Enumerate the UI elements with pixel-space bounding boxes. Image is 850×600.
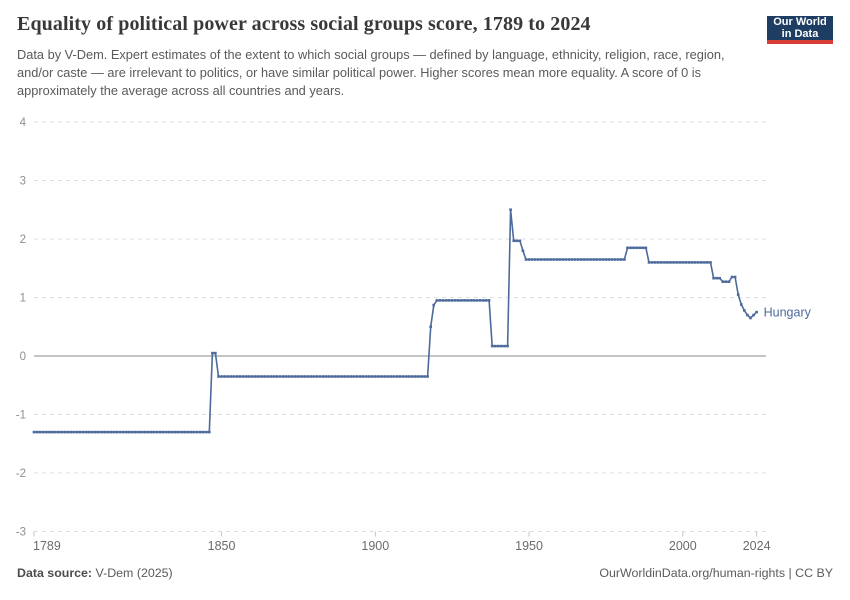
y-axis-tick-label: 1 bbox=[20, 293, 26, 305]
y-axis-tick-label: -2 bbox=[16, 468, 26, 480]
y-axis-tick-label: 2 bbox=[20, 234, 26, 246]
series-line-hungary[interactable] bbox=[33, 209, 758, 433]
y-axis-tick-label: 0 bbox=[20, 351, 26, 363]
x-axis-tick-label: 2000 bbox=[669, 539, 697, 553]
x-axis-tick-label: 1900 bbox=[361, 539, 389, 553]
series-label-hungary[interactable]: Hungary bbox=[764, 306, 812, 320]
logo-line-1: Our World bbox=[773, 15, 827, 28]
chart-subtitle: Data by V-Dem. Expert estimates of the e… bbox=[17, 47, 725, 99]
y-axis-tick-label: 4 bbox=[20, 117, 27, 129]
y-axis-tick-label: 3 bbox=[20, 176, 26, 188]
x-axis-tick-label: 1850 bbox=[208, 539, 236, 553]
y-axis-tick-label: -1 bbox=[16, 410, 26, 422]
x-axis-tick-label: 1789 bbox=[33, 539, 61, 553]
data-source: Data source: V-Dem (2025) bbox=[17, 566, 173, 580]
x-axis-tick-label: 2024 bbox=[743, 539, 771, 553]
logo-line-2: in Data bbox=[781, 28, 819, 40]
owid-logo[interactable]: Our World in Data bbox=[767, 16, 833, 44]
chart-footer: Data source: V-Dem (2025) OurWorldinData… bbox=[17, 566, 833, 580]
x-axis-tick-label: 1950 bbox=[515, 539, 543, 553]
page-title: Equality of political power across socia… bbox=[17, 13, 591, 35]
data-source-label: Data source: bbox=[17, 566, 93, 580]
series-markers bbox=[32, 208, 758, 434]
data-source-value: V-Dem (2025) bbox=[92, 566, 173, 580]
y-axis-tick-label: -3 bbox=[16, 527, 26, 539]
footer-attribution[interactable]: OurWorldinData.org/human-rights | CC BY bbox=[599, 566, 833, 580]
